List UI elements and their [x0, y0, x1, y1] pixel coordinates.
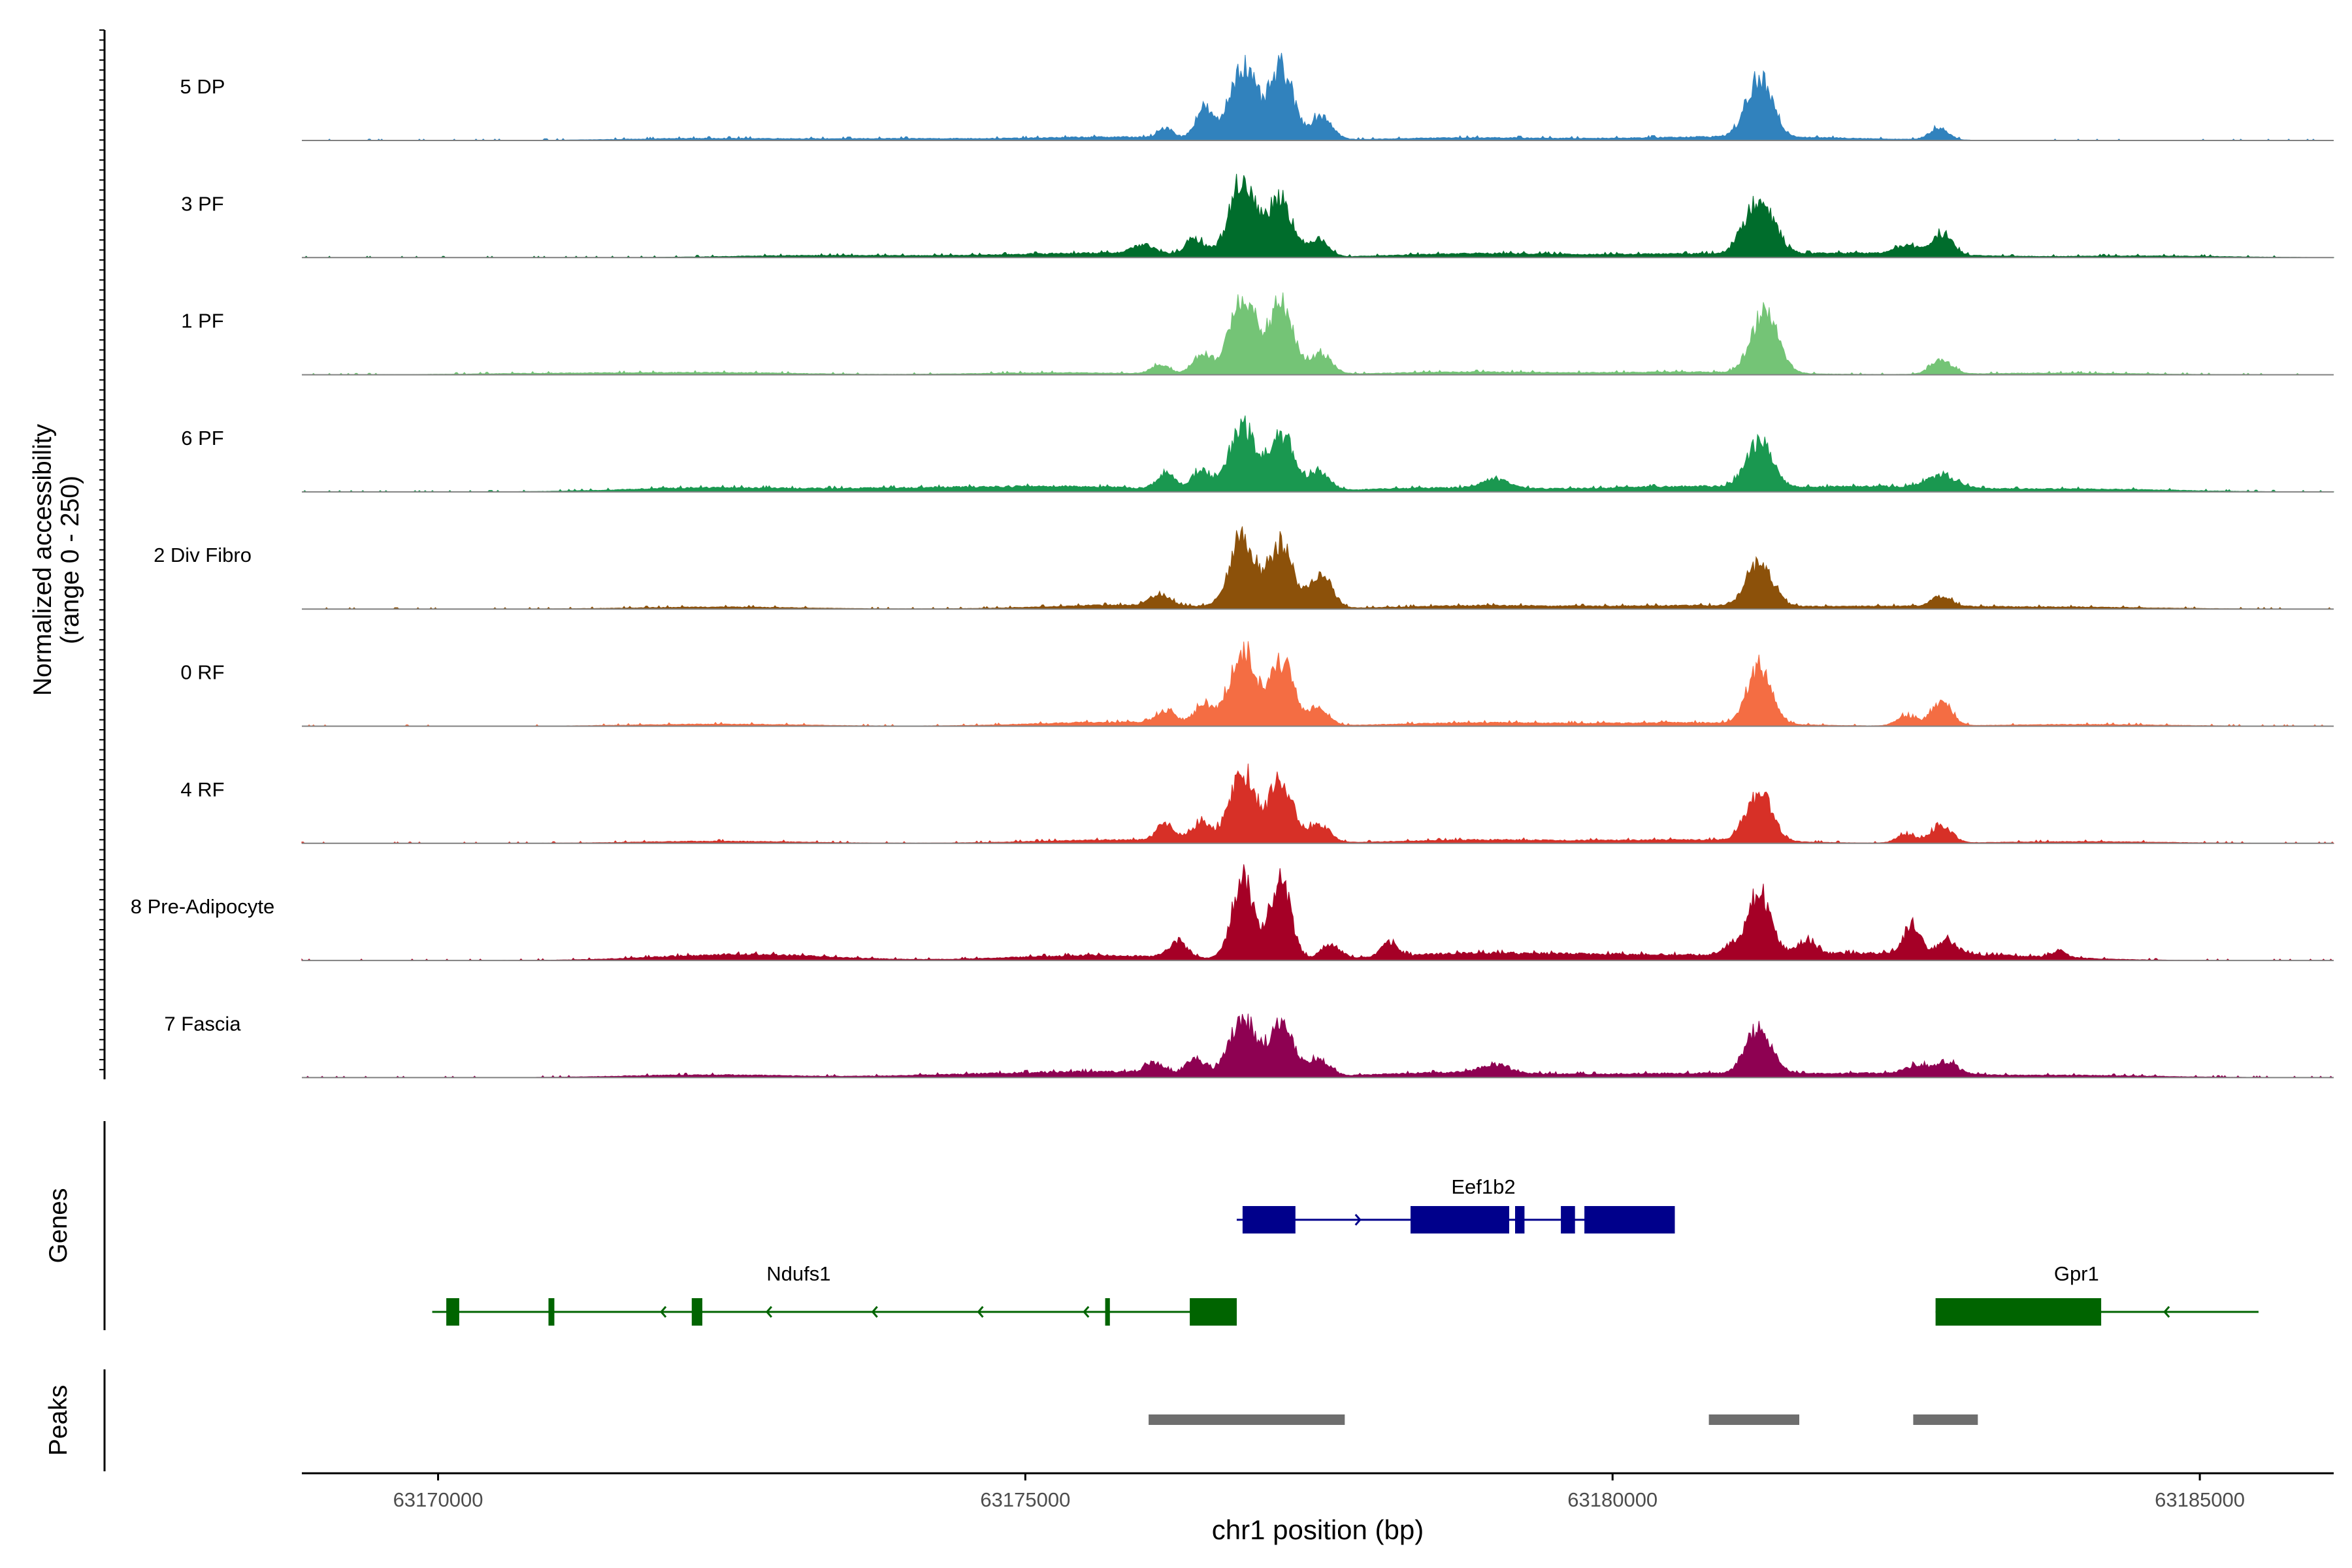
- coverage-area: [302, 292, 2334, 376]
- x-tick-label: 63175000: [980, 1488, 1070, 1511]
- x-axis-title: chr1 position (bp): [1212, 1514, 1424, 1545]
- x-tick-label: 63180000: [1567, 1488, 1658, 1511]
- track-label: 8 Pre-Adipocyte: [131, 895, 275, 918]
- strand-arrow: [2163, 1306, 2170, 1318]
- track-6-pf: 6 PF: [181, 415, 2334, 493]
- exon: [446, 1298, 459, 1326]
- strand-arrow: [1354, 1214, 1362, 1226]
- strand-arrow: [660, 1306, 667, 1318]
- x-tick-label: 63170000: [393, 1488, 483, 1511]
- peaks-axis-title: Peaks: [44, 1385, 73, 1456]
- coverage-area: [302, 174, 2334, 258]
- track-label: 2 Div Fibro: [154, 544, 252, 566]
- track-8-pre-adipocyte: 8 Pre-Adipocyte: [131, 864, 2334, 962]
- exon: [1242, 1206, 1296, 1233]
- coverage-area: [302, 1013, 2334, 1078]
- track-3-pf: 3 PF: [181, 174, 2334, 259]
- y-axis-title: Normalized accessibility: [29, 423, 57, 696]
- track-2-div-fibro: 2 Div Fibro: [154, 526, 2334, 610]
- track-label: 5 DP: [180, 75, 225, 98]
- strand-arrow: [765, 1306, 773, 1318]
- x-tick-label: 63185000: [2155, 1488, 2245, 1511]
- y-axis-range: (range 0 - 250): [56, 476, 84, 644]
- genes-panel: Genes Eef1b2 Ndufs1 Gpr1: [44, 1121, 2259, 1330]
- exon: [691, 1298, 702, 1326]
- coverage-area: [302, 415, 2334, 493]
- track-0-rf: 0 RF: [180, 641, 2334, 727]
- gene-ndufs1: Ndufs1: [432, 1262, 1237, 1326]
- coverage-area: [302, 52, 2334, 141]
- x-axis: 63170000 63175000 63180000 63185000 chr1 po…: [302, 1472, 2334, 1545]
- track-label: 7 Fascia: [164, 1012, 241, 1035]
- exon: [1105, 1298, 1110, 1326]
- peak-region: [1149, 1414, 1345, 1425]
- gene-label: Gpr1: [2054, 1262, 2099, 1285]
- strand-arrow: [1083, 1306, 1090, 1318]
- track-4-rf: 4 RF: [180, 763, 2335, 844]
- exon: [1935, 1298, 2102, 1326]
- strand-arrow: [871, 1306, 878, 1318]
- exon: [1561, 1206, 1575, 1233]
- exon: [548, 1298, 555, 1326]
- coverage-tracks: 5 DP 3 PF 1 PF 6 PF 2 Div Fibro 0 RF 4 RF 8 Pre…: [131, 52, 2335, 1079]
- track-label: 3 PF: [181, 192, 223, 215]
- exon: [1584, 1206, 1675, 1233]
- exon: [1515, 1206, 1525, 1233]
- track-5-dp: 5 DP: [180, 52, 2334, 141]
- peak-region: [1913, 1414, 1978, 1425]
- track-label: 4 RF: [180, 778, 224, 801]
- strand-arrow: [977, 1306, 984, 1318]
- peak-regions: [1149, 1414, 1978, 1425]
- coverage-area: [301, 864, 2334, 961]
- exon: [1411, 1206, 1509, 1233]
- track-7-fascia: 7 Fascia: [164, 1012, 2334, 1079]
- peaks-panel: Peaks: [44, 1369, 1978, 1471]
- gene-eef1b2: Eef1b2: [1236, 1175, 1675, 1233]
- gene-label: Eef1b2: [1451, 1175, 1515, 1198]
- track-label: 0 RF: [180, 661, 224, 684]
- peak-region: [1708, 1414, 1799, 1425]
- coverage-area: [302, 526, 2334, 610]
- exon: [1190, 1298, 1237, 1326]
- coverage-y-axis: Normalized accessibility (range 0 - 250): [29, 29, 106, 1079]
- gene-gpr1: Gpr1: [1935, 1262, 2259, 1326]
- genes-axis-title: Genes: [44, 1188, 73, 1264]
- gene-label: Ndufs1: [766, 1262, 830, 1285]
- coverage-area: [301, 763, 2335, 844]
- track-label: 1 PF: [181, 310, 223, 333]
- track-label: 6 PF: [181, 427, 223, 449]
- gene-models: Eef1b2 Ndufs1 Gpr1: [432, 1175, 2259, 1326]
- coverage-area: [302, 641, 2334, 727]
- x-axis-ticks: 63170000 63175000 63180000 63185000: [393, 1473, 2245, 1511]
- coverage-y-ticks: [99, 29, 105, 1071]
- track-1-pf: 1 PF: [181, 292, 2334, 376]
